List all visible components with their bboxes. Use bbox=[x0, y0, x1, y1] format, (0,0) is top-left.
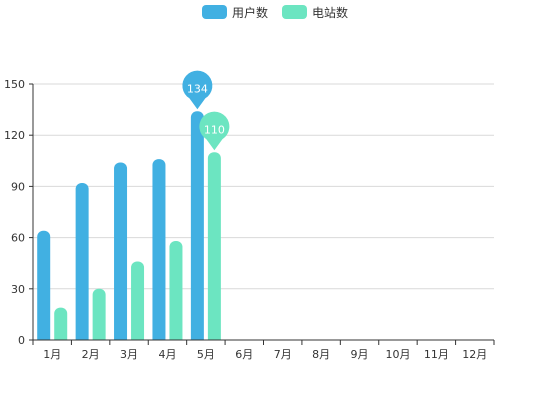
axis-layer: 0 30 60 90 120 150 1月 2月 3月 4月 5月 6月 7月 8月 9月 10月 11月 12月 bbox=[4, 78, 495, 361]
marker-label: 110 bbox=[204, 123, 225, 136]
bar-stations[interactable] bbox=[169, 241, 183, 346]
y-tick-label: 0 bbox=[18, 334, 25, 347]
bar-baseline-mask bbox=[34, 340, 495, 349]
bar-users[interactable] bbox=[190, 111, 204, 346]
bar-stations[interactable] bbox=[207, 152, 221, 346]
y-tick-label: 120 bbox=[4, 129, 25, 142]
x-tick-label: 6月 bbox=[235, 348, 253, 361]
bar-stations[interactable] bbox=[131, 261, 145, 346]
y-tick-label: 150 bbox=[4, 78, 25, 91]
x-tick-label: 9月 bbox=[351, 348, 369, 361]
x-tick-label: 10月 bbox=[385, 348, 410, 361]
bar-users[interactable] bbox=[37, 230, 51, 346]
grid-layer bbox=[33, 83, 494, 290]
legend-label-stations: 电站数 bbox=[312, 5, 349, 20]
legend-item-users[interactable]: 用户数 bbox=[201, 4, 268, 20]
y-tick-label: 90 bbox=[11, 180, 25, 193]
legend-swatch-users bbox=[201, 5, 227, 19]
x-tick-label: 5月 bbox=[197, 348, 215, 361]
bar-users[interactable] bbox=[75, 182, 89, 346]
x-tick-label: 12月 bbox=[462, 348, 487, 361]
marker-label: 134 bbox=[187, 82, 208, 95]
bar-users[interactable] bbox=[152, 159, 166, 346]
legend-swatch-stations bbox=[282, 5, 307, 19]
y-tick-label: 30 bbox=[11, 283, 25, 296]
marker-pin bbox=[182, 70, 213, 110]
marker-pin bbox=[199, 111, 230, 151]
marker-layer: 134 110 bbox=[182, 70, 230, 151]
bar-stations[interactable] bbox=[92, 288, 106, 346]
x-tick-label: 4月 bbox=[158, 348, 176, 361]
value-marker[interactable]: 110 bbox=[199, 111, 230, 151]
bar-users[interactable] bbox=[114, 162, 128, 346]
value-marker[interactable]: 134 bbox=[182, 70, 213, 110]
y-tick-label: 60 bbox=[11, 232, 25, 245]
legend: 用户数 电站数 bbox=[0, 4, 550, 20]
bar-stations[interactable] bbox=[54, 307, 68, 346]
x-tick-label: 3月 bbox=[120, 348, 138, 361]
legend-label-users: 用户数 bbox=[231, 5, 268, 20]
x-tick-label: 2月 bbox=[82, 348, 100, 361]
legend-item-stations[interactable]: 电站数 bbox=[282, 4, 348, 20]
x-tick-label: 11月 bbox=[424, 348, 449, 361]
x-tick-label: 1月 bbox=[43, 348, 61, 361]
bars-layer bbox=[33, 111, 495, 349]
x-tick-label: 7月 bbox=[274, 348, 292, 361]
x-tick-label: 8月 bbox=[312, 348, 330, 361]
